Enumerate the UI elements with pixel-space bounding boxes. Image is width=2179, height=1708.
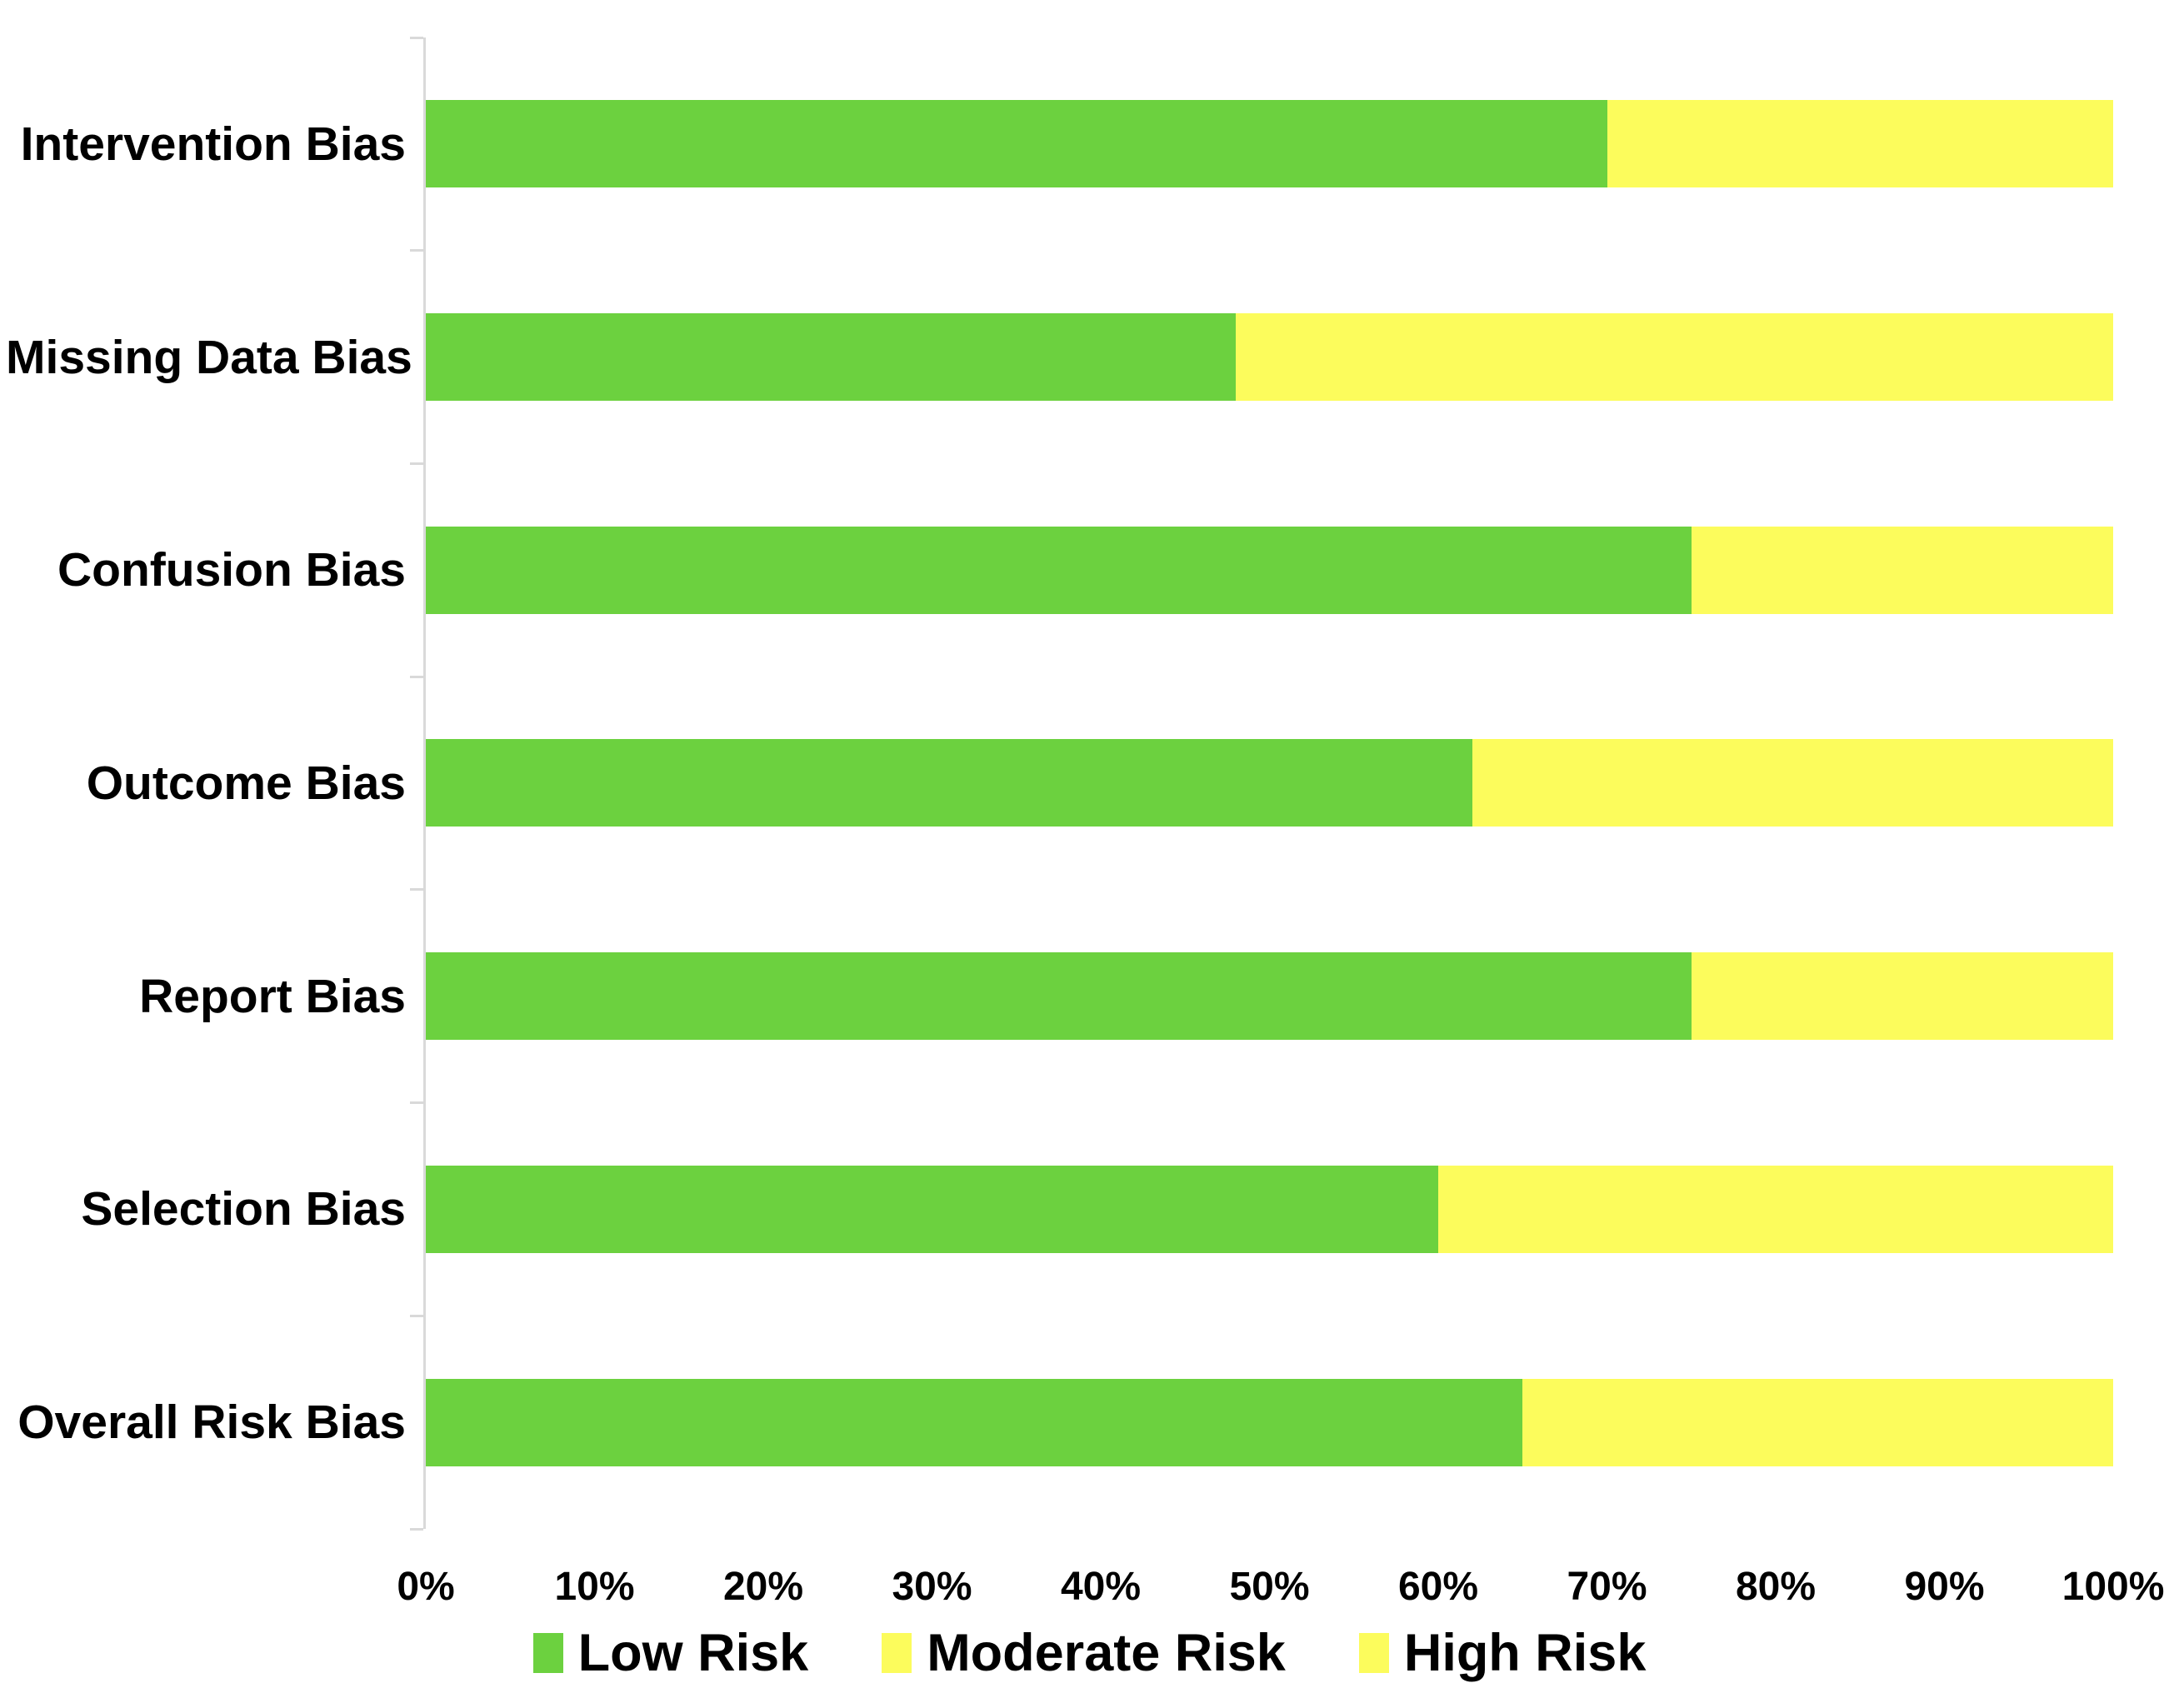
category-label: Selection Bias <box>81 1182 406 1236</box>
y-axis-tick-mark <box>410 462 423 465</box>
legend-item-high-risk: High Risk <box>1358 1623 1647 1683</box>
bar-segment-moderate-risk <box>1522 1378 2113 1466</box>
legend-item-low-risk: Low Risk <box>532 1623 809 1683</box>
y-axis-tick-mark <box>410 1527 423 1531</box>
plot-area: Intervention Bias Missing Data Bias Confus… <box>6 36 2113 1531</box>
category-label: Missing Data Bias <box>6 330 412 384</box>
bar-row: Report Bias <box>139 890 2113 1103</box>
x-axis-tick-label: 30% <box>892 1565 972 1609</box>
legend-item-moderate-risk: Moderate Risk <box>882 1623 1286 1683</box>
y-axis-tick-mark <box>410 249 423 252</box>
legend-swatch-moderate-risk-icon <box>882 1633 912 1673</box>
legend-swatch-high-risk-icon <box>1358 1633 1389 1673</box>
bar-segment-low-risk <box>426 1165 1438 1253</box>
bar-segment-low-risk <box>426 100 1607 188</box>
bar-track <box>426 1378 2113 1466</box>
bar-row: Overall Risk Bias <box>17 1316 2113 1529</box>
bar-row: Outcome Bias <box>87 677 2113 890</box>
bar-row: Selection Bias <box>81 1103 2113 1316</box>
bar-segment-low-risk <box>426 952 1692 1041</box>
bar-segment-low-risk <box>426 739 1472 827</box>
legend-label: High Risk <box>1403 1624 1647 1682</box>
bar-segment-moderate-risk <box>1472 739 2113 827</box>
bar-segment-moderate-risk <box>1236 313 2113 402</box>
bar-segment-low-risk <box>426 313 1236 402</box>
category-label: Outcome Bias <box>86 756 406 810</box>
x-axis-tick-label: 90% <box>1904 1565 1985 1609</box>
legend-label: Moderate Risk <box>927 1624 1286 1682</box>
x-axis: 0% 10% 20% 30% 40% 50% 60% 70% 80% 90% 100% <box>397 1564 2164 1622</box>
x-axis-tick-label: 40% <box>1060 1565 1142 1609</box>
x-axis-tick-label: 100% <box>2062 1565 2165 1609</box>
x-axis-tick-label: 0% <box>397 1565 455 1609</box>
bar-track <box>426 100 2113 188</box>
legend-swatch-low-risk-icon <box>532 1633 563 1673</box>
bar-track <box>426 526 2113 614</box>
bar-rows: Intervention Bias Missing Data Bias Confus… <box>6 37 2113 1529</box>
bar-track <box>426 739 2113 827</box>
x-axis-tick-label: 50% <box>1229 1565 1310 1609</box>
x-axis-tick-label: 80% <box>1735 1565 1817 1609</box>
bar-track <box>426 952 2113 1041</box>
bar-segment-low-risk <box>426 526 1692 614</box>
x-axis-tick-label: 70% <box>1567 1565 1647 1609</box>
bar-track <box>426 1165 2113 1253</box>
legend-label: Low Risk <box>577 1624 809 1682</box>
y-axis-tick-mark <box>410 675 423 678</box>
x-axis-tick-label: 20% <box>722 1565 804 1609</box>
bar-row: Missing Data Bias <box>6 251 2113 464</box>
category-label: Intervention Bias <box>20 117 406 171</box>
y-axis-tick-mark <box>410 36 423 39</box>
x-axis-tick-label: 10% <box>554 1565 635 1609</box>
category-label: Overall Risk Bias <box>17 1396 406 1450</box>
y-axis-tick-mark <box>410 1314 423 1317</box>
legend: Low Risk Moderate Risk High Risk <box>0 1623 2179 1683</box>
category-label: Confusion Bias <box>57 543 406 597</box>
bar-segment-moderate-risk <box>1691 952 2113 1041</box>
bar-segment-moderate-risk <box>1438 1165 2113 1253</box>
bar-track <box>426 313 2113 402</box>
y-axis-tick-mark <box>410 1101 423 1105</box>
x-axis-tick-label: 60% <box>1397 1565 1479 1609</box>
bar-segment-low-risk <box>426 1378 1523 1466</box>
category-label: Report Bias <box>139 969 406 1023</box>
bar-segment-moderate-risk <box>1691 526 2113 614</box>
y-axis-tick-mark <box>410 888 423 891</box>
y-axis-line <box>423 37 426 1529</box>
bar-segment-moderate-risk <box>1607 100 2113 188</box>
bar-row: Confusion Bias <box>57 463 2113 677</box>
bar-row: Intervention Bias <box>21 37 2113 251</box>
